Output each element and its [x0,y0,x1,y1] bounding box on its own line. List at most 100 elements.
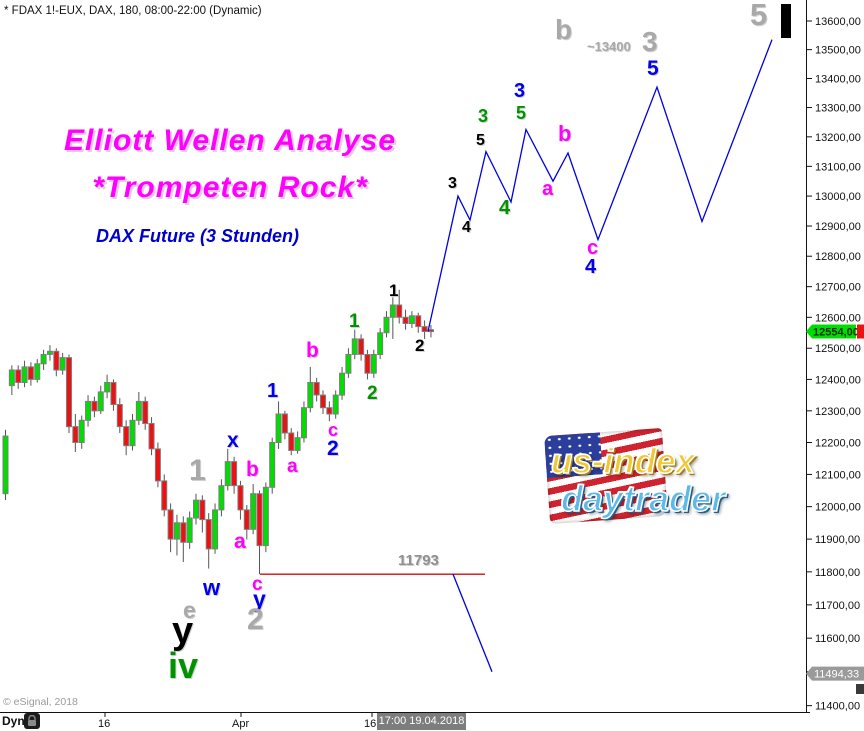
cursor-time-readout: 17:00 19.04.2018 [377,713,466,730]
y-tick-label[interactable]: 11400,00 [815,701,860,713]
candle-body [288,432,295,451]
candle-body [237,485,244,511]
y-tick-label[interactable]: 13600,00 [815,16,861,28]
candle-body [66,357,72,428]
candle-body [2,435,9,495]
y-tick-label[interactable]: 12800,00 [815,251,861,263]
candle-body [281,413,288,434]
y-tick-label[interactable]: 13500,00 [815,45,861,57]
candle-body [46,350,53,355]
candle-body [307,382,314,409]
y-tick-label[interactable]: 12400,00 [815,374,861,386]
candle-body [59,357,66,371]
y-tick-label[interactable]: 12000,00 [815,502,861,514]
candle-body [142,400,149,424]
watermark-text-1: us-index [550,441,695,482]
candle-body [256,493,263,547]
chart-subtitle: DAX Future (3 Stunden) [96,226,299,246]
candle-body [78,419,85,443]
candle-body [148,423,155,450]
candle-body [186,517,193,543]
candle-body [326,407,333,415]
analysis-headline: Elliott Wellen Analyse *Trompeten Rock* [20,118,440,211]
y-tick-label[interactable]: 12300,00 [815,406,861,418]
copyright-note: © eSignal, 2018 [3,696,78,708]
candle-body [415,315,422,328]
candle-body [351,338,358,355]
candle-body [427,329,434,333]
candle-body [104,382,111,393]
x-tick-label[interactable]: Apr [232,718,249,730]
candle-body [116,404,123,428]
candle-body [34,363,41,380]
y-tick-label[interactable]: 13100,00 [815,161,861,173]
candle-body [339,372,346,396]
candle-body [129,419,136,447]
candle-body [320,394,326,409]
candle-body [193,499,199,519]
candle-body [85,400,92,421]
y-tick-label[interactable]: 12500,00 [815,343,861,355]
candle-body [377,332,384,355]
candle-body [364,354,371,374]
candle-body [53,350,60,371]
candle-body [72,426,79,444]
candle-body [205,519,212,550]
chart-title: * FDAX 1!-EUX, DAX, 180, 08:00-22:00 (Dy… [4,5,262,17]
candle-body [275,413,282,443]
candle-body [8,369,15,387]
candle-body [135,400,142,421]
candle-body [199,499,206,521]
y-tick-label[interactable]: 12700,00 [815,282,861,294]
candle-body [421,326,428,333]
wave-projection-down [452,573,493,673]
candle-body [21,366,28,383]
x-tick-label[interactable]: 16 [364,718,376,730]
headline-line1: Elliott Wellen Analyse [63,124,397,157]
candle-body [332,394,339,415]
candle-body [313,382,320,396]
y-tick-label[interactable]: 11600,00 [815,633,860,645]
candle-body [243,509,250,530]
headline-line2: *Trompeten Rock* [92,170,368,204]
y-tick-label[interactable]: 11800,00 [815,567,860,579]
candle-body [389,304,396,318]
y-tick-label[interactable]: 11900,00 [815,534,860,546]
y-tick-label[interactable]: 11700,00 [815,600,860,612]
candle-body [91,400,98,412]
last-price-tag [806,324,856,339]
candle-body [396,304,403,318]
candle-body [262,486,269,547]
candle-body [212,509,219,550]
candle-body [224,461,231,487]
y-tick-label[interactable]: 13000,00 [815,191,861,203]
last-price-edge-strip [857,324,864,339]
candle-body [370,354,377,374]
lock-icon[interactable] [24,713,40,729]
y-tick-label[interactable]: 12600,00 [815,312,861,324]
y-tick-label[interactable]: 12900,00 [815,221,861,233]
y-tick-label[interactable]: 12200,00 [815,437,861,449]
y-tick-label[interactable]: 13400,00 [815,73,861,85]
y-tick-label[interactable]: 13200,00 [815,132,861,144]
candle-body [15,369,22,383]
x-tick-label[interactable]: 16 [98,718,110,730]
candle-body [250,493,257,530]
y-tick-label[interactable]: 12100,00 [815,469,861,481]
candle-body [27,366,34,380]
candle-body [345,354,352,374]
edge-marker-box [856,684,864,694]
candle-body [231,461,238,487]
dyn-mode-button[interactable]: Dyn [2,714,25,728]
candle-body [294,437,301,451]
y-tick-label[interactable]: 13300,00 [815,103,861,115]
candle-body [123,426,130,447]
candle-body [161,480,168,511]
candle-body [97,391,104,412]
candle-body [218,485,225,511]
last-price-label: 12554,00 [813,327,859,339]
candle-body [300,407,307,439]
candle-body [154,448,161,482]
